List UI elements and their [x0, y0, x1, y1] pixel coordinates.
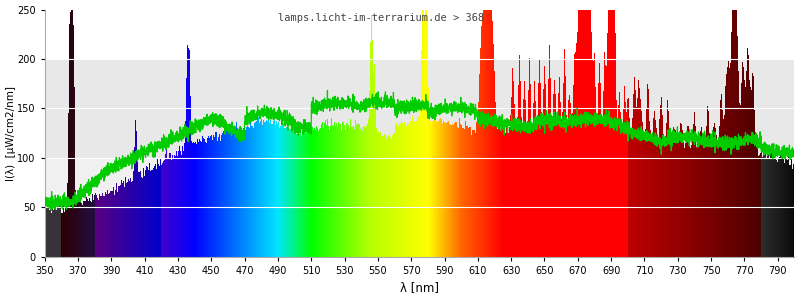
Bar: [45, 59, 794, 158]
Text: lamps.licht-im-terrarium.de > 368: lamps.licht-im-terrarium.de > 368: [278, 14, 484, 23]
Bar: [45, 158, 794, 257]
Y-axis label: I(λ)  [μW/cm2/nm]: I(λ) [μW/cm2/nm]: [6, 86, 15, 181]
X-axis label: λ [nm]: λ [nm]: [400, 281, 439, 294]
